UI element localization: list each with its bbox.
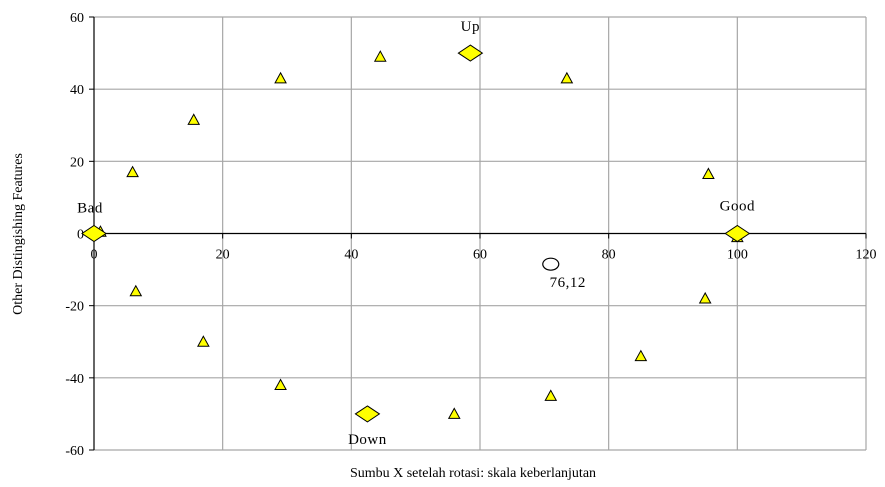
point-label: Up: [461, 19, 480, 35]
point-label: Down: [348, 432, 387, 448]
diamond-point: [354, 405, 381, 423]
y-tick-label: 40: [70, 83, 84, 98]
circle-point: [542, 257, 560, 271]
x-tick-label: 40: [344, 248, 358, 263]
triangle-point: [274, 71, 287, 84]
triangle-point: [447, 407, 461, 419]
y-tick-label: -20: [65, 300, 84, 315]
point-label: 76,12: [550, 275, 586, 291]
x-axis-title: Sumbu X setelah rotasi: skala keberlanju…: [350, 466, 596, 481]
diamond-point: [724, 224, 751, 243]
diamond-point: [457, 44, 484, 62]
x-tick-label: 120: [856, 248, 877, 263]
x-tick-label: 0: [91, 248, 98, 263]
x-tick-label: 60: [473, 248, 487, 263]
tick-labels: -60 -40 -20 0 20 40 60 0 20 40 60 80 100 120: [65, 11, 876, 459]
triangle-point: [560, 71, 574, 84]
triangle-point: [187, 113, 201, 125]
y-tick-label: -60: [65, 444, 84, 459]
point-labels: Bad Up Good Down 76,12: [77, 19, 755, 448]
x-tick-label: 20: [216, 248, 230, 263]
triangle-point: [197, 335, 210, 347]
triangle-point: [702, 167, 715, 179]
triangle-point: [274, 378, 287, 391]
y-tick-label: 20: [70, 155, 84, 170]
triangle-point: [126, 165, 139, 178]
x-tick-label: 100: [727, 248, 748, 263]
y-tick-label: 60: [70, 11, 84, 26]
triangle-point: [373, 50, 387, 62]
data-points: [81, 44, 751, 423]
triangle-point: [129, 284, 143, 297]
triangle-point: [698, 291, 712, 304]
y-axis-title: Other Distingishing Features: [11, 153, 26, 315]
point-label: Bad: [77, 201, 103, 217]
x-tick-label: 80: [602, 248, 616, 263]
y-tick-label: -40: [65, 372, 84, 387]
triangle-point: [634, 349, 648, 362]
diamond-point: [81, 224, 107, 243]
triangle-point: [544, 389, 558, 401]
point-label: Good: [720, 199, 755, 215]
y-tick-label: 0: [77, 228, 84, 243]
